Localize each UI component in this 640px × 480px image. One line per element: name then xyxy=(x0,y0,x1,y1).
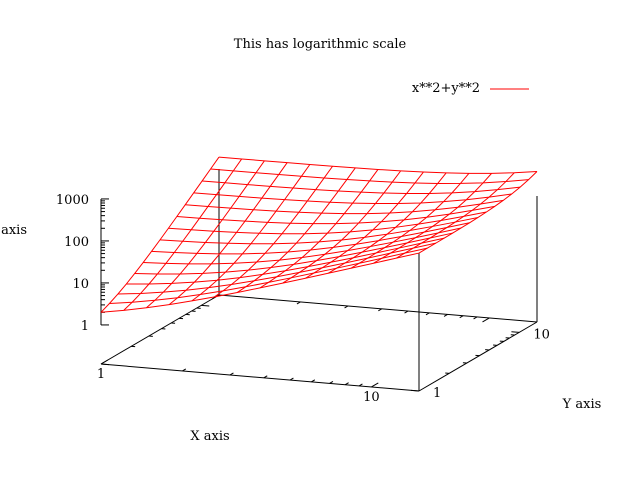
mesh-line-y xyxy=(191,164,311,302)
mesh-line-y xyxy=(282,170,402,284)
x-tick xyxy=(263,375,268,379)
x-tick-back xyxy=(443,313,448,317)
x-tick xyxy=(100,359,109,365)
y-tick-left xyxy=(100,363,109,366)
x-tick-back xyxy=(473,316,478,320)
x-tick xyxy=(329,380,334,384)
x-tick-back xyxy=(378,308,383,312)
x-tick xyxy=(182,368,187,372)
mesh-line-y xyxy=(214,165,333,298)
axis-ticks: 1 10 1 10 1 10 100 1000 xyxy=(56,193,550,405)
x-tick xyxy=(289,377,294,381)
mesh-line-x xyxy=(176,205,495,225)
x-tick-back xyxy=(425,312,430,316)
base-edge-back xyxy=(218,294,538,323)
mesh-line-y xyxy=(350,173,470,269)
x-tick-back xyxy=(404,310,409,314)
mesh-line-y xyxy=(168,162,288,305)
mesh-line-x xyxy=(218,156,538,174)
y-tick-left xyxy=(201,304,210,307)
x-tick xyxy=(371,382,379,388)
y-tick-label: 1 xyxy=(433,386,441,401)
y-tick-label: 10 xyxy=(533,327,550,342)
base-edge-x xyxy=(100,363,420,392)
x-tick-back xyxy=(482,317,490,323)
mesh-line-y xyxy=(100,156,220,313)
x-tick-back xyxy=(344,305,349,309)
z-tick-label: 10 xyxy=(72,277,89,292)
z-tick-label: 1000 xyxy=(56,193,89,208)
x-tick xyxy=(344,382,349,386)
surface-mesh xyxy=(100,156,538,313)
mesh-line-y xyxy=(305,171,424,279)
mesh-line-y xyxy=(373,173,492,264)
x-tick-back xyxy=(296,301,301,305)
mesh-line-y xyxy=(259,169,379,289)
base-edge-y xyxy=(418,321,538,392)
x-tick-label: 10 xyxy=(363,390,380,405)
z-tick-label: 100 xyxy=(64,235,89,250)
x-tick xyxy=(229,372,234,376)
plot-frame xyxy=(100,169,538,392)
mesh-line-y xyxy=(418,171,538,254)
legend-label: x**2+y**2 xyxy=(412,81,480,96)
x-axis-label: X axis xyxy=(190,429,229,444)
y-tick xyxy=(411,389,420,392)
z-axis-label: Z axis xyxy=(0,223,27,238)
mesh-line-y xyxy=(396,172,515,259)
x-tick xyxy=(358,383,363,387)
mesh-line-y xyxy=(327,172,447,274)
x-tick-label: 1 xyxy=(97,367,105,382)
mesh-line-y xyxy=(237,167,356,293)
y-axis-label: Y axis xyxy=(562,397,602,412)
mesh-line-y xyxy=(146,160,265,309)
y-tick xyxy=(511,331,520,333)
chart-title: This has logarithmic scale xyxy=(234,37,407,52)
base-edge-left xyxy=(100,294,220,365)
z-tick-label: 1 xyxy=(81,319,89,334)
mesh-line-x xyxy=(109,247,428,304)
mesh-line-y xyxy=(123,158,243,311)
x-tick xyxy=(311,379,316,383)
x-tick-back xyxy=(459,315,464,319)
